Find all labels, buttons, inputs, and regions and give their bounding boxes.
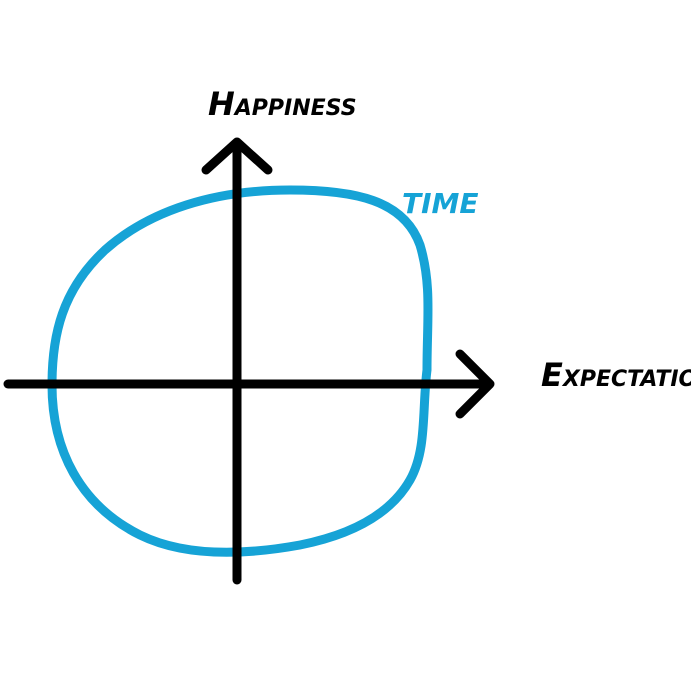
x-axis-arrowhead	[455, 349, 495, 419]
y-axis-label: Happiness	[208, 85, 357, 123]
y-axis-arrowhead	[201, 137, 273, 175]
x-axis-label: Expectations	[541, 356, 691, 394]
time-curve	[47, 185, 433, 557]
curve-label: TIME	[402, 187, 479, 220]
